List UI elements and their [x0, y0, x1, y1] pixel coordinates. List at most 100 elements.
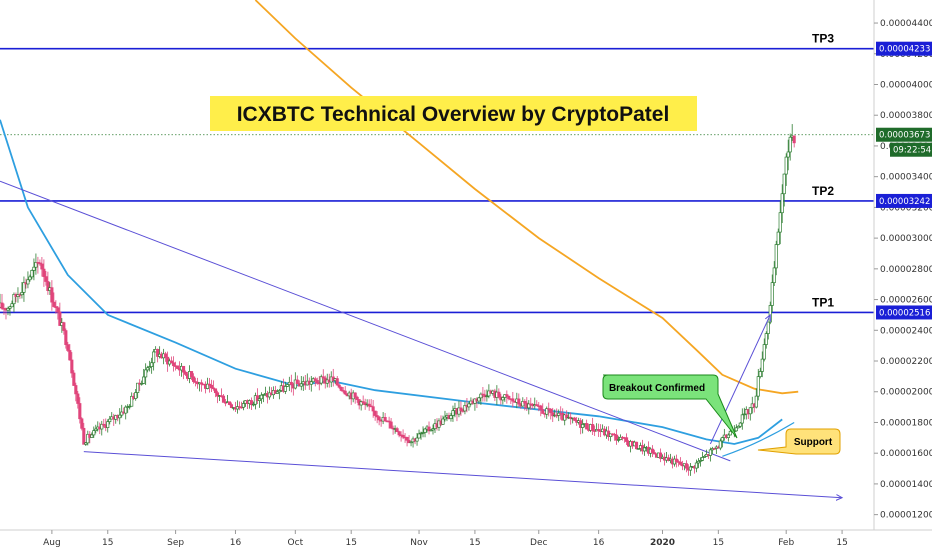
candle-body — [485, 395, 489, 398]
level-label-tp2: TP2 — [812, 184, 834, 198]
candle-body — [58, 311, 62, 326]
candle-body — [32, 266, 36, 271]
x-tick-label: 16 — [593, 538, 605, 548]
candle-body — [742, 413, 746, 416]
candle-body — [289, 381, 293, 386]
candle-body — [443, 416, 447, 420]
candle-body — [617, 439, 621, 441]
candle-body — [417, 433, 421, 439]
candle-body — [634, 441, 639, 450]
candle-body — [698, 460, 702, 462]
x-tick-label: 15 — [345, 538, 356, 548]
candle-body — [94, 428, 98, 431]
candle-body — [371, 406, 375, 412]
candle-body — [457, 407, 461, 415]
x-tick-label: Nov — [410, 538, 428, 548]
candle-body — [10, 303, 14, 308]
x-tick-label: 16 — [230, 538, 242, 548]
candle-body — [642, 447, 647, 452]
candle-body — [150, 362, 154, 367]
y-tick-label: 0.00001400 — [880, 480, 932, 490]
y-tick-label: 0.00001200 — [880, 511, 932, 521]
candle-body — [363, 402, 367, 406]
x-tick-label: 15 — [836, 538, 847, 548]
candle-body — [463, 405, 467, 412]
candle-body — [702, 456, 706, 458]
y-tick-label: 0.00003200 — [880, 203, 932, 213]
candle-body — [255, 395, 259, 401]
breakout-callout-text: Breakout Confirmed — [609, 383, 705, 394]
candle-body — [415, 437, 419, 442]
y-tick-label: 0.00002400 — [880, 326, 932, 336]
candle-body — [134, 392, 138, 399]
candle-body — [792, 135, 796, 144]
candle-body — [427, 426, 431, 432]
level-price-badge-tp3: 0.00004233 — [879, 45, 930, 55]
candle-body — [409, 441, 413, 444]
candle-body — [477, 397, 481, 402]
y-tick-label: 0.00001800 — [880, 418, 932, 428]
candle-body — [748, 407, 752, 415]
candle-body — [78, 403, 82, 420]
candle-body — [736, 425, 740, 429]
candle-body — [118, 414, 122, 419]
candle-body — [337, 384, 341, 388]
candle-body — [712, 448, 716, 450]
candle-body — [251, 403, 255, 406]
candle-body — [295, 379, 299, 385]
candle-body — [355, 396, 359, 400]
candle-body — [585, 423, 589, 430]
candle-body — [788, 136, 792, 153]
level-price-badge-tp3-bg — [876, 41, 932, 56]
candle-body — [170, 360, 174, 364]
candle-body — [694, 462, 698, 469]
candle-body — [545, 408, 549, 415]
candle-body — [50, 287, 54, 303]
candle-body — [152, 351, 156, 364]
candle-body — [30, 270, 34, 278]
candle-body — [778, 212, 782, 233]
x-tick-label: 15 — [102, 538, 113, 548]
moving-average-0 — [254, 0, 799, 395]
candle-body — [90, 434, 94, 438]
y-tick-label: 0.00004000 — [880, 80, 932, 90]
candle-body — [780, 193, 784, 214]
candle-body — [235, 406, 240, 410]
candle-body — [459, 407, 463, 412]
candle-body — [776, 231, 780, 245]
candle-body — [429, 429, 433, 432]
trendline-1 — [83, 451, 842, 498]
candle-body — [130, 395, 134, 407]
candle-body — [377, 416, 381, 421]
candle-body — [182, 365, 186, 373]
candle-body — [774, 244, 778, 269]
candle-body — [658, 452, 663, 459]
candle-body — [609, 433, 613, 437]
trendline-0 — [0, 180, 731, 462]
candle-body — [535, 404, 539, 407]
candle-body — [128, 405, 132, 408]
candle-body — [321, 376, 325, 379]
x-tick-label: Dec — [530, 538, 547, 548]
candle-body — [517, 398, 521, 405]
candle-body — [34, 262, 38, 268]
candle-body — [383, 417, 387, 422]
candle-body — [636, 448, 641, 450]
candle-body — [766, 321, 770, 334]
candle-body — [335, 378, 339, 386]
x-tick-label: 2020 — [650, 538, 675, 548]
candle-body — [339, 386, 343, 391]
candle-body — [708, 449, 712, 456]
candle-body — [319, 376, 323, 384]
candle-body — [527, 403, 531, 409]
candle-body — [343, 390, 347, 395]
candle-body — [523, 401, 527, 404]
candle-body — [207, 383, 212, 386]
candle-body — [261, 394, 265, 396]
candle-body — [449, 415, 453, 420]
candle-body — [441, 418, 445, 425]
candle-body — [597, 429, 601, 431]
candle-body — [56, 307, 60, 313]
